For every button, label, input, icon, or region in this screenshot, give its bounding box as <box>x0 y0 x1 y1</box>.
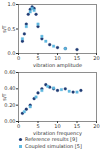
svg-text:0: 0 <box>17 55 20 61</box>
svg-text:10: 10 <box>54 55 60 61</box>
svg-text:5: 5 <box>36 55 39 61</box>
html-text:Reference results [9]: Reference results [9] <box>25 136 78 142</box>
svg-text:10: 10 <box>54 123 60 129</box>
svg-text:s/T: s/T <box>1 92 7 100</box>
svg-text:0.20: 0.20 <box>4 102 15 108</box>
svg-text:0: 0 <box>17 123 20 129</box>
svg-text:5: 5 <box>36 123 39 129</box>
svg-text:vibration frequency: vibration frequency <box>33 130 82 137</box>
svg-text:1.0: 1.0 <box>8 1 16 7</box>
svg-text:0.60: 0.60 <box>4 69 15 75</box>
svg-text:vibration amplitude: vibration amplitude <box>33 62 82 69</box>
svg-text:20: 20 <box>93 123 99 129</box>
svg-text:0.40: 0.40 <box>4 85 15 91</box>
svg-text:15: 15 <box>74 55 80 61</box>
svg-text:20: 20 <box>93 55 99 61</box>
html-text:Coupled simulation [5]: Coupled simulation [5] <box>25 143 82 149</box>
svg-text:0.5: 0.5 <box>8 26 16 32</box>
svg-text:15: 15 <box>74 123 80 129</box>
svg-text:s/T: s/T <box>1 24 7 32</box>
svg-text:0.00: 0.00 <box>4 118 15 124</box>
svg-text:0.0: 0.0 <box>8 50 16 56</box>
